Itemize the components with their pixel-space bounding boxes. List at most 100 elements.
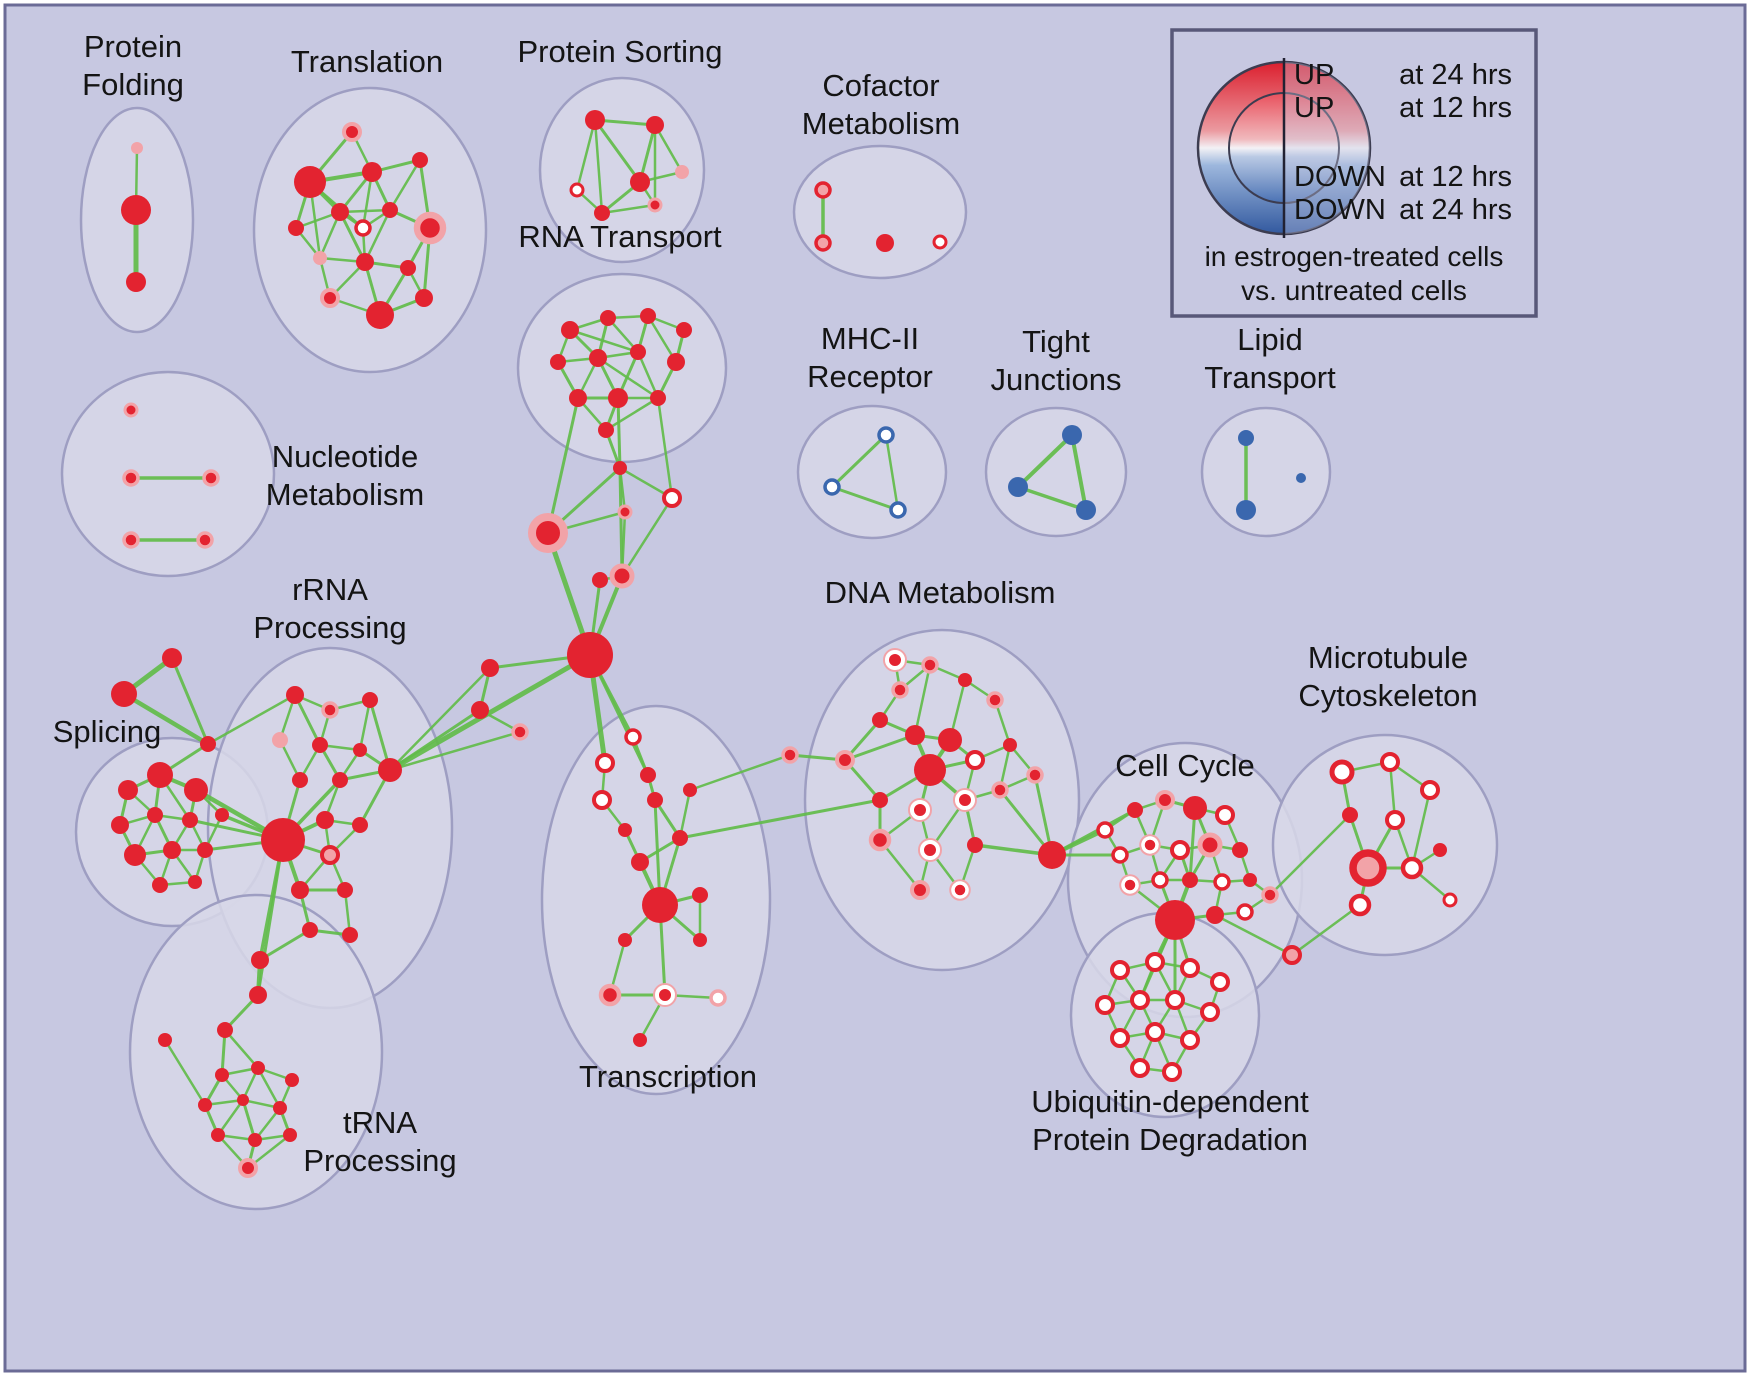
edge-tn5-tn9 xyxy=(256,1066,282,1110)
node-tn9 xyxy=(273,1101,287,1115)
edge-sx1-sx3 xyxy=(170,656,210,746)
cluster-label-cell-cycle: Cell Cycle xyxy=(1115,748,1255,783)
edge-tj2-tj3 xyxy=(1016,485,1088,512)
edge-sx3-rr1 xyxy=(206,693,297,746)
node-pf3 xyxy=(126,272,146,292)
node-lt1 xyxy=(1238,430,1254,446)
cluster-label-protein-sorting: Protein Sorting xyxy=(517,34,722,69)
node-dm16 xyxy=(991,781,1009,799)
node-cc14 xyxy=(1213,873,1231,891)
cluster-label-dna-metabolism: DNA Metabolism xyxy=(825,575,1056,610)
node-tn3 xyxy=(158,1033,172,1047)
node-tr1 xyxy=(342,122,362,142)
legend-down-12-direction: DOWN xyxy=(1294,161,1386,193)
node-rr5 xyxy=(312,737,328,753)
node-tr14 xyxy=(366,301,394,329)
node-tj3 xyxy=(1076,500,1096,520)
edge-ps2-ps5 xyxy=(653,123,684,174)
edge-rt9-ch4 xyxy=(546,396,580,535)
edge-dmx-cc2 xyxy=(1050,808,1137,857)
node-ch6 xyxy=(609,563,635,589)
edge-rt11-rt12 xyxy=(604,396,660,432)
node-nm1 xyxy=(123,402,139,418)
node-dm11 xyxy=(965,750,985,770)
node-ps2 xyxy=(646,116,664,134)
edge-mc3-mc7 xyxy=(1410,788,1432,870)
node-tr6 xyxy=(331,203,349,221)
node-rt9 xyxy=(569,389,587,407)
node-ch3 xyxy=(617,504,633,520)
node-cc3 xyxy=(1155,790,1175,810)
node-rt12 xyxy=(598,422,614,438)
node-halo-dm14 xyxy=(908,798,932,822)
cluster-label-trna-processing: tRNA Processing xyxy=(303,1105,456,1178)
edge-mh1-mh2 xyxy=(830,433,888,489)
node-tn7 xyxy=(198,1098,212,1112)
node-ch4 xyxy=(528,513,568,553)
node-rt6 xyxy=(589,349,607,367)
node-dm20 xyxy=(967,837,983,853)
node-tn6 xyxy=(285,1073,299,1087)
node-halo-cc7 xyxy=(1139,834,1161,856)
node-cc17 xyxy=(1206,906,1224,924)
cluster-label-lipid-transport: Lipid Transport xyxy=(1204,322,1336,395)
node-rt7 xyxy=(630,344,646,360)
node-tr15 xyxy=(415,289,433,307)
node-sx2 xyxy=(111,681,137,707)
cluster-label-rrna-processing: rRNA Processing xyxy=(253,572,406,645)
node-rt5 xyxy=(550,354,566,370)
edge-rt1-rt7 xyxy=(568,328,640,354)
node-ub5 xyxy=(1095,995,1115,1015)
node-mh3 xyxy=(889,501,907,519)
node-rr14 xyxy=(291,881,309,899)
node-cc6 xyxy=(1111,846,1129,864)
node-mc5 xyxy=(1385,810,1405,830)
node-dm14 xyxy=(910,800,930,820)
node-tj2 xyxy=(1008,477,1028,497)
node-cc11 xyxy=(1121,876,1139,894)
cluster-label-cofactor-metabolism: Cofactor Metabolism xyxy=(802,68,961,141)
node-tr3 xyxy=(362,162,382,182)
node-sp1 xyxy=(118,780,138,800)
cluster-label-transcription: Transcription xyxy=(579,1059,757,1094)
edge-rr3-rr6 xyxy=(358,698,372,752)
node-tn11 xyxy=(248,1133,262,1147)
node-cc1 xyxy=(1096,821,1114,839)
edge-ps1-ps4 xyxy=(593,118,642,184)
node-rt10 xyxy=(608,388,628,408)
edge-cc4-cc13 xyxy=(1188,806,1197,882)
legend: UP at 24 hrs UP at 12 hrs DOWN at 12 hrs… xyxy=(1170,28,1538,318)
node-nm5 xyxy=(196,531,214,549)
node-rr18 xyxy=(251,951,269,969)
node-sp6 xyxy=(182,812,198,828)
edge-rt11-ch2 xyxy=(656,396,674,500)
edge-tx6-ch13 xyxy=(688,753,792,792)
node-rt1 xyxy=(561,321,579,339)
legend-down-24-direction: DOWN xyxy=(1294,194,1386,226)
cluster-cofactor-metabolism xyxy=(792,144,968,280)
node-nm4 xyxy=(122,531,140,549)
node-dm12 xyxy=(1003,738,1017,752)
node-cc15 xyxy=(1243,873,1257,887)
node-mc4 xyxy=(1342,807,1358,823)
cluster-label-translation: Translation xyxy=(291,44,443,79)
cluster-dna-metabolism xyxy=(803,628,1081,972)
node-sp7 xyxy=(215,808,229,822)
node-ch10 xyxy=(511,723,529,741)
node-sp10 xyxy=(197,842,213,858)
cluster-trna-processing xyxy=(128,893,384,1211)
node-halo-dm19 xyxy=(918,838,942,862)
edge-tx6-tx8 xyxy=(678,788,692,840)
node-tx2 xyxy=(595,753,615,773)
edge-rr16-rr18 xyxy=(258,928,312,962)
node-ub3 xyxy=(1180,958,1200,978)
node-rt3 xyxy=(640,308,656,324)
node-mc8 xyxy=(1348,893,1372,917)
legend-down-12-time: at 12 hrs xyxy=(1399,161,1512,193)
node-halo-dm4 xyxy=(883,648,907,672)
node-dm1 xyxy=(835,750,855,770)
node-cf2 xyxy=(814,234,832,252)
node-ub2 xyxy=(1145,952,1165,972)
node-ch8 xyxy=(481,659,499,677)
edge-tn8-tn10 xyxy=(216,1098,245,1137)
